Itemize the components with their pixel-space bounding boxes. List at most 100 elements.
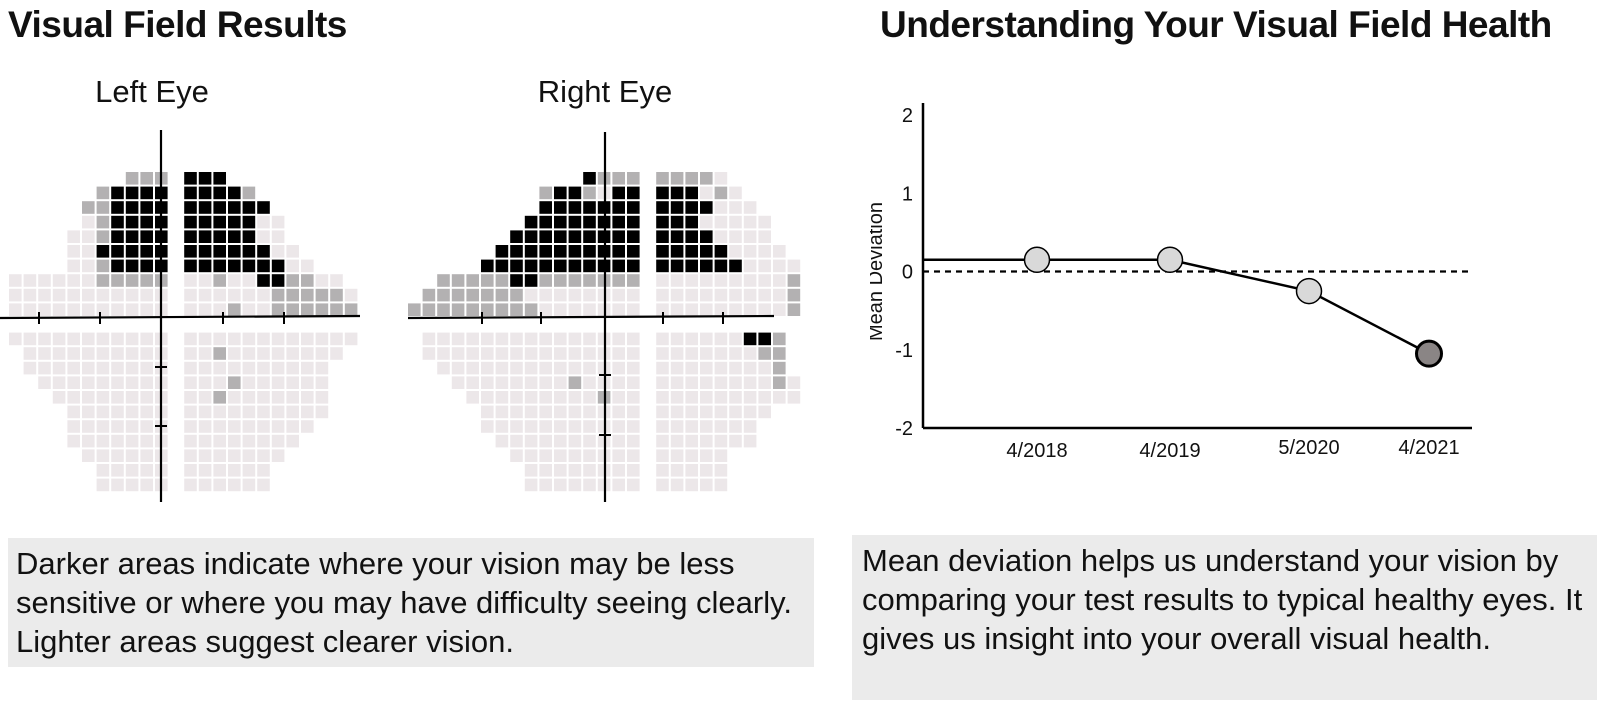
right-eye-cell-normal bbox=[510, 405, 523, 419]
left-eye-cell-severe bbox=[242, 259, 256, 273]
left-eye-cell-severe bbox=[140, 245, 153, 258]
right-eye-cell-normal bbox=[685, 405, 698, 419]
left-eye-cell-normal bbox=[344, 332, 358, 346]
right-eye-cell-normal bbox=[568, 361, 582, 375]
right-eye-cell-normal bbox=[685, 434, 698, 448]
left-eye-cell-normal bbox=[242, 376, 256, 389]
right-eye-cell-normal bbox=[481, 332, 494, 346]
left-eye-cell-normal bbox=[184, 274, 197, 287]
right-eye-cell-normal bbox=[554, 391, 567, 404]
left-eye-cell-mild bbox=[228, 376, 241, 389]
right-eye-cell-normal bbox=[451, 332, 465, 346]
left-eye-cell-normal bbox=[286, 376, 299, 389]
left-eye-cell-normal bbox=[228, 449, 241, 462]
right-eye-cell-severe bbox=[568, 215, 582, 229]
right-eye-cell-normal bbox=[539, 464, 552, 477]
left-eye-cell-normal bbox=[286, 347, 299, 360]
left-eye-cell-normal bbox=[82, 361, 95, 375]
right-eye-cell-normal bbox=[656, 391, 669, 404]
md-y-tick-label: -2 bbox=[895, 418, 913, 440]
left-eye-field-map bbox=[0, 130, 361, 502]
left-eye-cell-normal bbox=[67, 230, 80, 243]
left-eye-cell-normal bbox=[184, 332, 197, 346]
left-eye-cell-normal bbox=[228, 420, 241, 433]
left-eye-cell-severe bbox=[140, 259, 153, 273]
left-eye-cell-normal bbox=[315, 361, 329, 375]
right-eye-cell-severe bbox=[524, 259, 538, 273]
left-eye-cell-normal bbox=[23, 288, 37, 302]
right-eye-cell-severe bbox=[612, 259, 625, 273]
right-eye-cell-severe bbox=[670, 186, 684, 200]
left-eye-cell-normal bbox=[213, 288, 226, 302]
left-eye-cell-normal bbox=[111, 361, 124, 375]
right-eye-cell-mild bbox=[583, 186, 596, 200]
right-eye-cell-severe bbox=[510, 274, 523, 287]
right-eye-cell-severe bbox=[743, 332, 757, 346]
left-eye-cell-normal bbox=[23, 332, 37, 346]
right-eye-cell-normal bbox=[729, 347, 742, 360]
right-eye-cell-mild bbox=[773, 332, 786, 346]
right-eye-cell-normal bbox=[539, 361, 552, 375]
right-eye-cell-normal bbox=[758, 405, 771, 419]
left-eye-cell-normal bbox=[38, 376, 51, 389]
right-eye-cell-normal bbox=[656, 376, 669, 389]
right-eye-cell-normal bbox=[568, 478, 582, 492]
right-eye-cell-normal bbox=[656, 434, 669, 448]
left-eye-cell-mild bbox=[330, 288, 343, 302]
right-eye-cell-severe bbox=[568, 230, 582, 243]
left-eye-cell-normal bbox=[184, 420, 197, 433]
left-eye-cell-mild bbox=[96, 201, 110, 214]
left-eye-cell-normal bbox=[111, 405, 124, 419]
right-eye-cell-normal bbox=[495, 361, 509, 375]
left-eye-cell-normal bbox=[111, 420, 124, 433]
right-eye-cell-normal bbox=[656, 464, 669, 477]
mean-deviation-explanation: Mean deviation helps us understand your … bbox=[852, 535, 1597, 700]
left-eye-cell-severe bbox=[228, 215, 241, 229]
left-eye-cell-normal bbox=[67, 259, 80, 273]
left-eye-cell-normal bbox=[301, 391, 314, 404]
left-eye-cell-normal bbox=[228, 434, 241, 448]
left-eye-cell-normal bbox=[184, 391, 197, 404]
left-eye-cell-normal bbox=[140, 376, 153, 389]
left-eye-cell-normal bbox=[257, 478, 270, 492]
left-eye-cell-normal bbox=[213, 464, 226, 477]
left-eye-cell-mild bbox=[301, 303, 314, 316]
right-eye-label: Right Eye bbox=[537, 74, 673, 109]
right-eye-cell-normal bbox=[524, 420, 538, 433]
right-eye-cell-normal bbox=[437, 347, 450, 360]
left-eye-cell-normal bbox=[140, 464, 153, 477]
right-eye-cell-normal bbox=[670, 303, 684, 316]
right-eye-cell-mild bbox=[495, 303, 509, 316]
right-eye-cell-normal bbox=[495, 434, 509, 448]
right-eye-cell-normal bbox=[729, 332, 742, 346]
right-eye-cell-normal bbox=[539, 478, 552, 492]
right-eye-cell-mild bbox=[466, 274, 479, 287]
right-eye-cell-normal bbox=[685, 288, 698, 302]
right-eye-cell-normal bbox=[539, 347, 552, 360]
left-eye-cell-normal bbox=[213, 303, 226, 316]
left-eye-cell-normal bbox=[213, 376, 226, 389]
right-eye-cell-severe bbox=[568, 259, 582, 273]
left-eye-cell-severe bbox=[198, 259, 212, 273]
md-data-point bbox=[1295, 277, 1323, 305]
left-eye-cell-normal bbox=[67, 245, 80, 258]
right-eye-cell-normal bbox=[568, 332, 582, 346]
left-eye-cell-normal bbox=[286, 245, 299, 258]
right-eye-cell-normal bbox=[466, 361, 479, 375]
right-eye-cell-severe bbox=[758, 332, 771, 346]
right-eye-cell-severe bbox=[583, 215, 596, 229]
right-eye-cell-normal bbox=[554, 449, 567, 462]
left-eye-cell-normal bbox=[286, 259, 299, 273]
right-eye-cell-mild bbox=[568, 376, 582, 389]
left-eye-cell-normal bbox=[198, 303, 212, 316]
right-eye-cell-normal bbox=[539, 405, 552, 419]
right-eye-cell-severe bbox=[554, 201, 567, 214]
right-eye-cell-severe bbox=[627, 245, 640, 258]
right-eye-cell-normal bbox=[627, 434, 640, 448]
left-eye-cell-normal bbox=[301, 420, 314, 433]
left-eye-cell-normal bbox=[9, 332, 22, 346]
right-eye-cell-severe bbox=[714, 259, 728, 273]
right-eye-cell-severe bbox=[685, 215, 698, 229]
left-eye-cell-normal bbox=[125, 391, 139, 404]
left-eye-cell-normal bbox=[271, 376, 285, 389]
